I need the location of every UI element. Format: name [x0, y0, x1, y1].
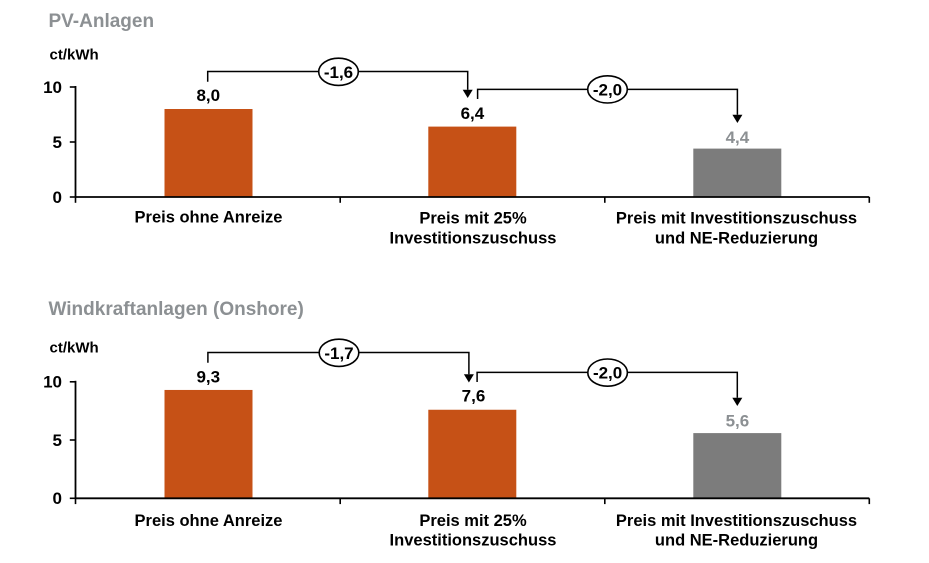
svg-text:-2,0: -2,0	[593, 80, 622, 99]
svg-text:0: 0	[53, 489, 62, 508]
svg-text:8,0: 8,0	[196, 86, 220, 105]
svg-text:Preis mit Investitionszuschuss: Preis mit Investitionszuschuss	[616, 210, 857, 228]
svg-text:ct/kWh: ct/kWh	[50, 46, 99, 63]
svg-text:0: 0	[53, 188, 62, 207]
svg-text:7,6: 7,6	[462, 387, 486, 406]
svg-text:Preis ohne Anreize: Preis ohne Anreize	[135, 209, 283, 227]
svg-text:Preis mit 25%: Preis mit 25%	[419, 512, 527, 530]
svg-text:Windkraftanlagen (Onshore): Windkraftanlagen (Onshore)	[49, 299, 304, 320]
svg-text:Investitionszuschuss: Investitionszuschuss	[390, 532, 557, 550]
svg-text:10: 10	[43, 78, 62, 97]
svg-text:Preis mit Investitionszuschuss: Preis mit Investitionszuschuss	[616, 512, 857, 530]
svg-text:-1,7: -1,7	[324, 344, 353, 363]
svg-text:Investitionszuschuss: Investitionszuschuss	[390, 230, 557, 248]
svg-text:Preis mit 25%: Preis mit 25%	[419, 210, 527, 228]
svg-text:5: 5	[53, 431, 62, 450]
svg-text:-1,6: -1,6	[324, 63, 353, 82]
svg-text:5,6: 5,6	[726, 411, 750, 430]
svg-text:ct/kWh: ct/kWh	[50, 340, 99, 357]
svg-text:5: 5	[53, 133, 62, 152]
svg-text:10: 10	[43, 373, 62, 392]
svg-text:und NE-Reduzierung: und NE-Reduzierung	[655, 532, 818, 550]
svg-text:-2,0: -2,0	[593, 364, 622, 383]
svg-text:6,4: 6,4	[461, 104, 485, 123]
svg-text:und NE-Reduzierung: und NE-Reduzierung	[655, 230, 818, 248]
svg-text:PV-Anlagen: PV-Anlagen	[49, 11, 155, 32]
svg-text:9,3: 9,3	[196, 368, 220, 387]
svg-text:4,4: 4,4	[726, 128, 750, 147]
svg-text:Preis ohne Anreize: Preis ohne Anreize	[135, 512, 283, 530]
